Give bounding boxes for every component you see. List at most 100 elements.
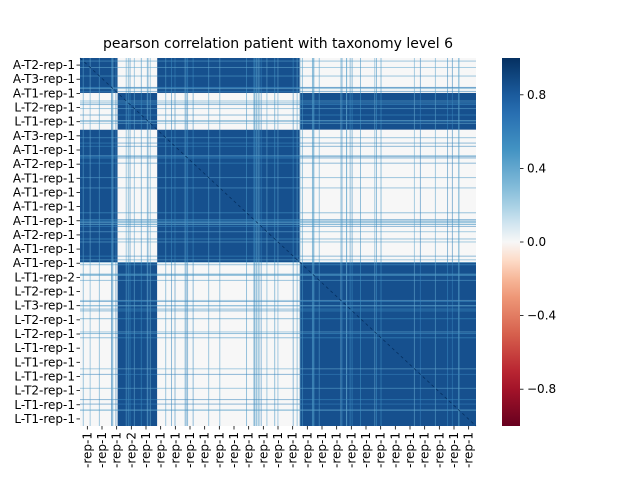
heatmap-cell-row bbox=[80, 223, 476, 225]
heatmap-cells bbox=[79, 57, 477, 427]
x-tick-label: -rep-1 bbox=[95, 432, 109, 468]
x-tick-label: -rep-1 bbox=[256, 432, 270, 468]
colorbar: 0.8 0.4 0.0 −0.4 −0.8 bbox=[502, 58, 556, 426]
heatmap-cell-row bbox=[80, 373, 476, 375]
heatmap-cell-column bbox=[184, 58, 186, 426]
heatmap-cell-column bbox=[208, 58, 210, 426]
x-tick-label: -rep-1 bbox=[183, 432, 197, 468]
x-tick-label: -rep-1 bbox=[447, 432, 461, 468]
heatmap-cell-column bbox=[147, 58, 149, 426]
heatmap-cell-column bbox=[258, 58, 260, 426]
heatmap-block bbox=[157, 262, 300, 426]
y-tick-label: A-T3-rep-1 bbox=[13, 129, 75, 143]
heatmap-cell-column bbox=[171, 58, 173, 426]
colorbar-tick-label: −0.4 bbox=[527, 309, 556, 323]
heatmap-cell-row bbox=[80, 264, 476, 266]
heatmap-cell-row bbox=[80, 60, 476, 62]
y-tick-label: A-T1-rep-1 bbox=[13, 86, 75, 100]
heatmap-cell-row bbox=[80, 403, 476, 405]
y-tick-labels: A-T2-rep-1A-T3-rep-1A-T1-rep-1L-T2-rep-1… bbox=[13, 58, 80, 426]
heatmap-cell-column bbox=[133, 58, 135, 426]
heatmap-cell-row bbox=[80, 187, 476, 189]
x-tick-label: -rep-1 bbox=[271, 432, 285, 468]
heatmap-cell-row bbox=[80, 225, 476, 227]
y-tick-label: A-T2-rep-1 bbox=[13, 157, 75, 171]
heatmap-cell-row bbox=[80, 308, 476, 310]
x-tick-label: -rep-1 bbox=[374, 432, 388, 468]
x-tick-label: -rep-1 bbox=[168, 432, 182, 468]
x-tick-label: -rep-1 bbox=[110, 432, 124, 468]
heatmap-cell-column bbox=[458, 58, 460, 426]
y-tick-label: A-T1-rep-1 bbox=[13, 256, 75, 270]
heatmap-cell-row bbox=[80, 409, 476, 411]
heatmap-cell-column bbox=[311, 58, 313, 426]
y-tick-label: L-T3-rep-1 bbox=[14, 299, 75, 313]
heatmap-cell-column bbox=[127, 58, 129, 426]
heatmap-cell-row bbox=[80, 156, 476, 158]
x-tick-label: -rep-1 bbox=[403, 432, 417, 468]
chart-title: pearson correlation patient with taxonom… bbox=[103, 36, 453, 52]
x-tick-label: -rep-1 bbox=[154, 432, 168, 468]
colorbar-tick-label: 0.0 bbox=[527, 235, 546, 249]
heatmap-cell-row bbox=[80, 145, 476, 147]
heatmap-cell-column bbox=[112, 58, 114, 426]
heatmap-cell-column bbox=[165, 58, 167, 426]
heatmap-cell-row bbox=[80, 122, 476, 124]
x-tick-label: -rep-1 bbox=[432, 432, 446, 468]
x-tick-label: -rep-1 bbox=[344, 432, 358, 468]
heatmap-cell-column bbox=[296, 58, 298, 426]
y-tick-label: A-T2-rep-1 bbox=[13, 228, 75, 242]
heatmap-cell-column bbox=[447, 58, 449, 426]
x-tick-label: -rep-1 bbox=[80, 432, 94, 468]
y-tick-label: L-T1-rep-1 bbox=[14, 412, 75, 426]
heatmap-cell-column bbox=[260, 58, 262, 426]
heatmap-cell-row bbox=[80, 102, 476, 104]
heatmap-cell-row bbox=[80, 108, 476, 110]
heatmap-cell-row bbox=[80, 333, 476, 335]
x-tick-label: -rep-1 bbox=[198, 432, 212, 468]
heatmap-diagonal bbox=[79, 57, 477, 427]
heatmap-cell-row bbox=[80, 399, 476, 401]
x-tick-label: -rep-1 bbox=[286, 432, 300, 468]
heatmap-cell-column bbox=[419, 58, 421, 426]
heatmap-cell-column bbox=[413, 58, 415, 426]
heatmap-cell-row bbox=[80, 279, 476, 281]
y-tick-label: L-T1-rep-1 bbox=[14, 341, 75, 355]
heatmap-block bbox=[299, 92, 476, 130]
heatmap-cell-row bbox=[80, 310, 476, 312]
y-tick-label: A-T1-rep-1 bbox=[13, 200, 75, 214]
heatmap-cell-column bbox=[246, 58, 248, 426]
y-tick-label: L-T1-rep-2 bbox=[14, 270, 75, 284]
x-tick-label: -rep-2 bbox=[124, 432, 138, 468]
heatmap-cell-column bbox=[174, 58, 176, 426]
colorbar-tick-label: 0.4 bbox=[527, 161, 546, 175]
y-tick-label: A-T1-rep-1 bbox=[13, 185, 75, 199]
heatmap-cell-column bbox=[115, 58, 117, 426]
x-tick-label: -rep-1 bbox=[300, 432, 314, 468]
x-tick-label: -rep-1 bbox=[227, 432, 241, 468]
heatmap-cell-column bbox=[82, 58, 84, 426]
heatmap-block bbox=[157, 129, 300, 263]
heatmap-cell-column bbox=[374, 58, 376, 426]
x-tick-label: -rep-1 bbox=[212, 432, 226, 468]
x-tick-label: -rep-1 bbox=[242, 432, 256, 468]
heatmap-cell-column bbox=[351, 58, 353, 426]
heatmap-cell-column bbox=[301, 58, 303, 426]
heatmap-cell-column bbox=[380, 58, 382, 426]
heatmap-cell-row bbox=[80, 212, 476, 214]
heatmap-cell-column bbox=[292, 58, 294, 426]
heatmap-cell-row bbox=[80, 274, 476, 276]
heatmap-cell-row bbox=[80, 219, 476, 221]
heatmap-cell-column bbox=[349, 58, 351, 426]
heatmap-cell-row bbox=[80, 137, 476, 139]
heatmap-cell-row bbox=[80, 222, 476, 224]
y-tick-label: L-T1-rep-1 bbox=[14, 115, 75, 129]
y-tick-label: L-T1-rep-1 bbox=[14, 369, 75, 383]
x-tick-label: -rep-1 bbox=[139, 432, 153, 468]
heatmap-cell-column bbox=[360, 58, 362, 426]
heatmap-cell-column bbox=[89, 58, 91, 426]
heatmap-cell-column bbox=[299, 58, 301, 426]
heatmap-cell-row bbox=[80, 337, 476, 339]
heatmap-cell-row bbox=[80, 114, 476, 116]
